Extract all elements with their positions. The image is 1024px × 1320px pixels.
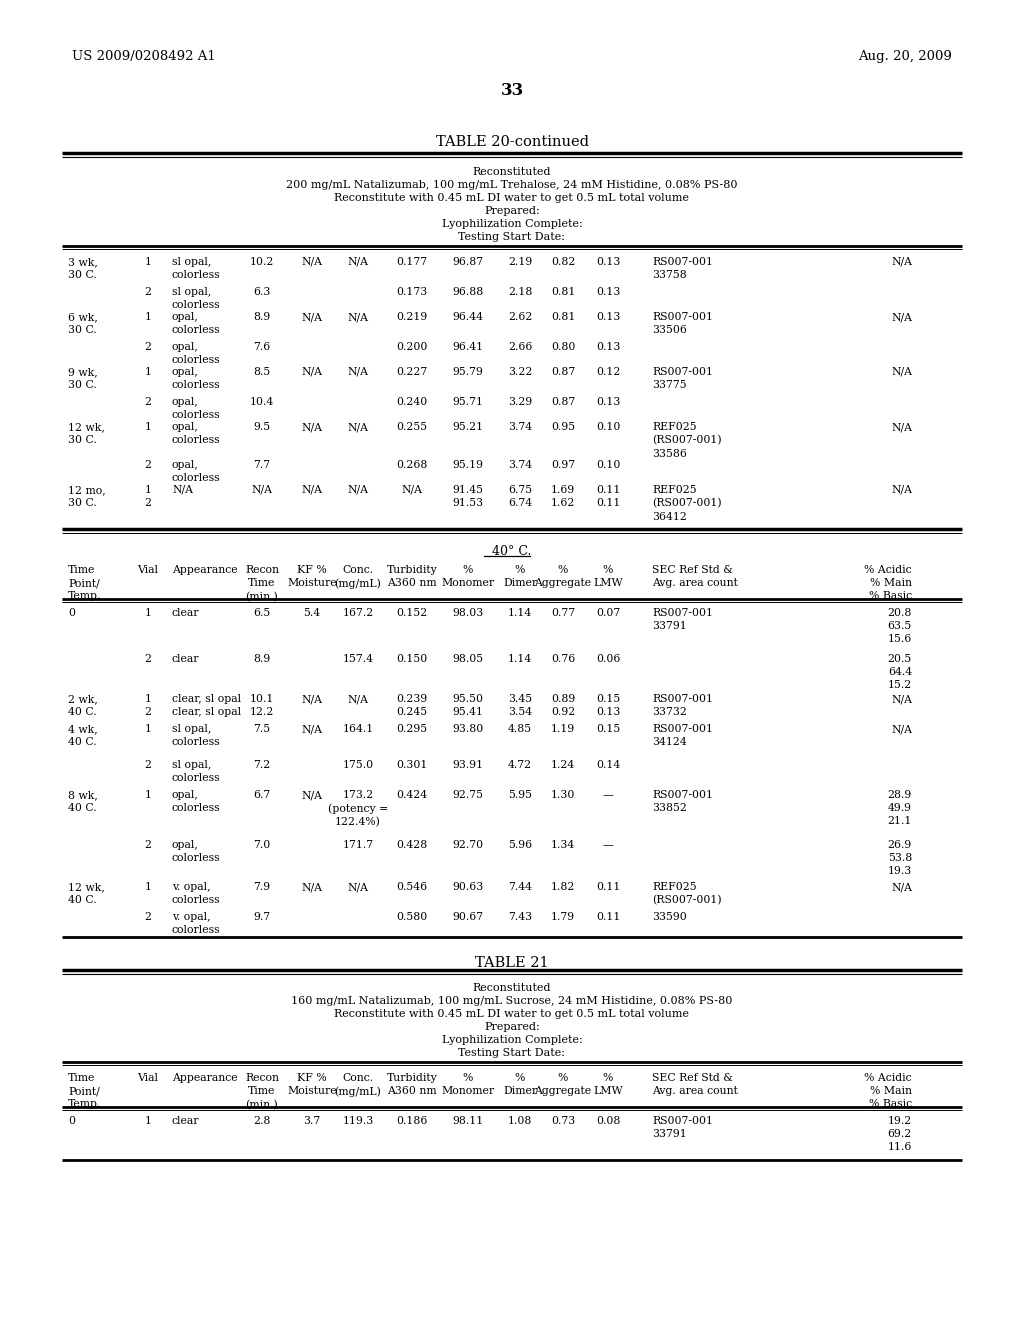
Text: opal,
colorless: opal, colorless	[172, 422, 220, 445]
Text: 0.82: 0.82	[551, 257, 575, 267]
Text: 5.95: 5.95	[508, 789, 532, 800]
Text: N/A: N/A	[347, 422, 369, 432]
Text: 20.8
63.5
15.6: 20.8 63.5 15.6	[888, 609, 912, 644]
Text: 3 wk,
30 C.: 3 wk, 30 C.	[68, 257, 98, 280]
Text: Testing Start Date:: Testing Start Date:	[459, 1048, 565, 1059]
Text: 2: 2	[144, 459, 152, 470]
Text: 0.219: 0.219	[396, 312, 428, 322]
Text: 0.13: 0.13	[596, 342, 621, 352]
Text: —: —	[602, 840, 613, 850]
Text: 0.06: 0.06	[596, 653, 621, 664]
Text: 1: 1	[144, 789, 152, 800]
Text: 1.19: 1.19	[551, 723, 575, 734]
Text: v. opal,
colorless: v. opal, colorless	[172, 882, 220, 906]
Text: 98.11: 98.11	[453, 1115, 483, 1126]
Text: 2.18: 2.18	[508, 286, 532, 297]
Text: 10.2: 10.2	[250, 257, 274, 267]
Text: 1
2: 1 2	[144, 694, 152, 717]
Text: Appearance: Appearance	[172, 565, 238, 576]
Text: N/A: N/A	[347, 882, 369, 892]
Text: 95.21: 95.21	[453, 422, 483, 432]
Text: 0.240: 0.240	[396, 397, 428, 407]
Text: Reconstitute with 0.45 mL DI water to get 0.5 mL total volume: Reconstitute with 0.45 mL DI water to ge…	[335, 193, 689, 203]
Text: RS007-001
33758: RS007-001 33758	[652, 257, 713, 280]
Text: 1.82: 1.82	[551, 882, 575, 892]
Text: 33: 33	[501, 82, 523, 99]
Text: Prepared:: Prepared:	[484, 1022, 540, 1032]
Text: Conc.
(mg/mL): Conc. (mg/mL)	[335, 1073, 381, 1097]
Text: KF %
Moisture: KF % Moisture	[287, 1073, 337, 1096]
Text: 167.2: 167.2	[342, 609, 374, 618]
Text: Aug. 20, 2009: Aug. 20, 2009	[858, 50, 952, 63]
Text: N/A: N/A	[347, 257, 369, 267]
Text: %
Monomer: % Monomer	[441, 565, 495, 589]
Text: %
Aggregate: % Aggregate	[535, 1073, 592, 1096]
Text: 7.43: 7.43	[508, 912, 532, 921]
Text: Vial: Vial	[137, 1073, 159, 1082]
Text: 0.81: 0.81	[551, 286, 575, 297]
Text: N/A: N/A	[891, 723, 912, 734]
Text: opal,
colorless: opal, colorless	[172, 397, 220, 420]
Text: 0: 0	[68, 609, 75, 618]
Text: N/A: N/A	[891, 694, 912, 704]
Text: 0.80: 0.80	[551, 342, 575, 352]
Text: 0.268: 0.268	[396, 459, 428, 470]
Text: %
Monomer: % Monomer	[441, 1073, 495, 1096]
Text: RS007-001
33791: RS007-001 33791	[652, 1115, 713, 1139]
Text: —: —	[602, 789, 613, 800]
Text: v. opal,
colorless: v. opal, colorless	[172, 912, 220, 935]
Text: 0.13: 0.13	[596, 286, 621, 297]
Text: N/A: N/A	[891, 422, 912, 432]
Text: 7.6: 7.6	[253, 342, 270, 352]
Text: %
LMW: % LMW	[593, 1073, 623, 1096]
Text: 7.0: 7.0	[253, 840, 270, 850]
Text: 0.11
0.11: 0.11 0.11	[596, 484, 621, 508]
Text: 1: 1	[144, 257, 152, 267]
Text: 3.29: 3.29	[508, 397, 532, 407]
Text: 4 wk,
40 C.: 4 wk, 40 C.	[68, 723, 97, 747]
Text: 1.14: 1.14	[508, 653, 532, 664]
Text: Time
Point/
Temp.: Time Point/ Temp.	[68, 1073, 101, 1109]
Text: 1: 1	[144, 723, 152, 734]
Text: Prepared:: Prepared:	[484, 206, 540, 216]
Text: 2: 2	[144, 286, 152, 297]
Text: 4.72: 4.72	[508, 760, 532, 770]
Text: 0.77: 0.77	[551, 609, 575, 618]
Text: % Acidic
% Main
% Basic: % Acidic % Main % Basic	[864, 565, 912, 602]
Text: 1.24: 1.24	[551, 760, 575, 770]
Text: 3.74: 3.74	[508, 459, 532, 470]
Text: Recon
Time
(min.): Recon Time (min.)	[245, 565, 279, 602]
Text: 2.66: 2.66	[508, 342, 532, 352]
Text: 5.96: 5.96	[508, 840, 532, 850]
Text: REF025
(RS007-001)
36412: REF025 (RS007-001) 36412	[652, 484, 722, 521]
Text: RS007-001
33791: RS007-001 33791	[652, 609, 713, 631]
Text: N/A: N/A	[347, 367, 369, 378]
Text: 0.97: 0.97	[551, 459, 575, 470]
Text: 164.1: 164.1	[342, 723, 374, 734]
Text: 28.9
49.9
21.1: 28.9 49.9 21.1	[888, 789, 912, 826]
Text: 7.44: 7.44	[508, 882, 532, 892]
Text: 173.2
(potency =
122.4%): 173.2 (potency = 122.4%)	[328, 789, 388, 828]
Text: 12 mo,
30 C.: 12 mo, 30 C.	[68, 484, 105, 508]
Text: 0.15: 0.15	[596, 723, 621, 734]
Text: sl opal,
colorless: sl opal, colorless	[172, 286, 220, 310]
Text: 2: 2	[144, 912, 152, 921]
Text: opal,
colorless: opal, colorless	[172, 367, 220, 391]
Text: 1: 1	[144, 1115, 152, 1126]
Text: 0.255: 0.255	[396, 422, 428, 432]
Text: 0.15
0.13: 0.15 0.13	[596, 694, 621, 717]
Text: US 2009/0208492 A1: US 2009/0208492 A1	[72, 50, 216, 63]
Text: Turbidity
A360 nm: Turbidity A360 nm	[387, 1073, 437, 1096]
Text: Conc.
(mg/mL): Conc. (mg/mL)	[335, 565, 381, 589]
Text: opal,
colorless: opal, colorless	[172, 459, 220, 483]
Text: 1.30: 1.30	[551, 789, 575, 800]
Text: 0.295: 0.295	[396, 723, 428, 734]
Text: %
LMW: % LMW	[593, 565, 623, 589]
Text: 8.5: 8.5	[253, 367, 270, 378]
Text: SEC Ref Std &
Avg. area count: SEC Ref Std & Avg. area count	[652, 1073, 738, 1096]
Text: 0.87: 0.87	[551, 397, 575, 407]
Text: 6.75
6.74: 6.75 6.74	[508, 484, 532, 508]
Text: 95.71: 95.71	[453, 397, 483, 407]
Text: 0.07: 0.07	[596, 609, 621, 618]
Text: 12 wk,
30 C.: 12 wk, 30 C.	[68, 422, 104, 445]
